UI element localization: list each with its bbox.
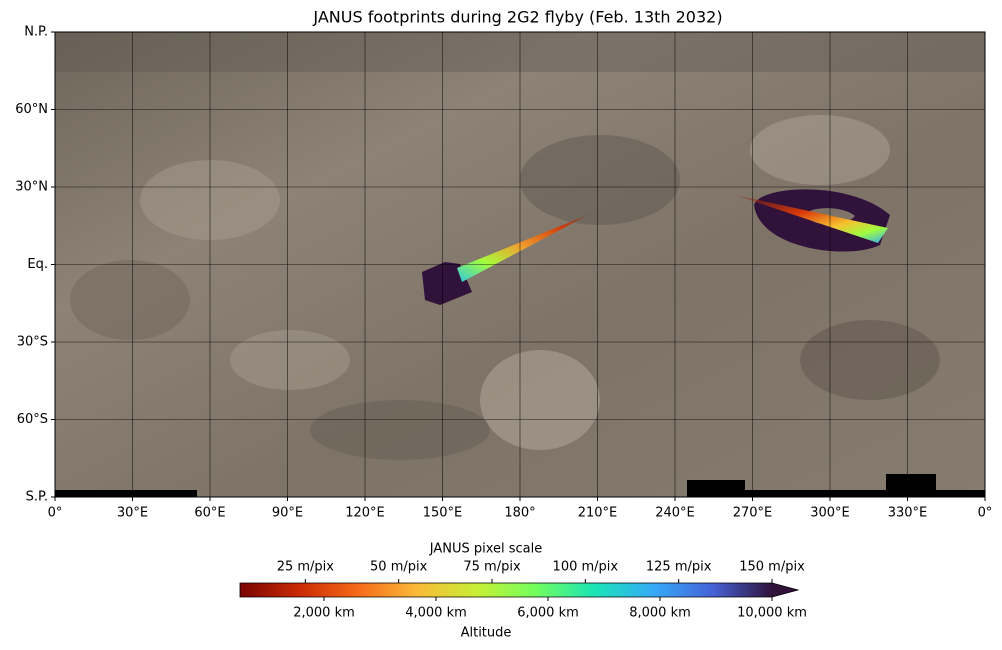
x-tick-label: 120°E (345, 506, 385, 521)
colorbar-extend (772, 583, 798, 597)
x-tick-label: 90°E (272, 506, 303, 521)
x-tick-label: 30°E (117, 506, 148, 521)
x-tick-label: 0° (48, 506, 63, 521)
colorbar-top-tick-label: 150 m/pix (739, 560, 805, 575)
colorbar (240, 583, 772, 597)
colorbar-top-tick-label: 100 m/pix (553, 560, 619, 575)
y-tick-label: N.P. (24, 25, 48, 40)
colorbar-tick-label: 6,000 km (517, 606, 579, 621)
x-tick-label: 0° (978, 506, 993, 521)
x-tick-label: 180° (504, 506, 535, 521)
y-tick-label: Eq. (27, 257, 48, 272)
colorbar-top-tick-label: 125 m/pix (646, 560, 712, 575)
colorbar-top-tick-label: 50 m/pix (370, 560, 428, 575)
x-tick-label: 60°E (194, 506, 225, 521)
y-tick-label: 60°N (15, 102, 48, 117)
colorbar-label: Altitude (461, 626, 512, 641)
y-tick-label: 30°S (17, 335, 48, 350)
colorbar-top-label: JANUS pixel scale (429, 542, 543, 557)
colorbar-top-tick-label: 25 m/pix (277, 560, 335, 575)
x-tick-label: 330°E (888, 506, 928, 521)
x-tick-label: 150°E (423, 506, 463, 521)
x-tick-label: 270°E (733, 506, 773, 521)
plot-frame (54, 31, 986, 498)
colorbar-top-tick-label: 75 m/pix (463, 560, 521, 575)
colorbar-tick-label: 4,000 km (405, 606, 467, 621)
colorbar-tick-label: 8,000 km (629, 606, 691, 621)
x-tick-label: 210°E (578, 506, 618, 521)
y-tick-label: S.P. (26, 490, 48, 505)
y-tick-label: 30°N (15, 180, 48, 195)
colorbar-frame (239, 582, 800, 598)
x-tick-label: 240°E (655, 506, 695, 521)
chart-title: JANUS footprints during 2G2 flyby (Feb. … (312, 8, 722, 27)
colorbar-tick-label: 10,000 km (737, 606, 807, 621)
x-tick-label: 300°E (810, 506, 850, 521)
y-tick-label: 60°S (17, 412, 48, 427)
colorbar-tick-label: 2,000 km (293, 606, 355, 621)
footprints (422, 189, 890, 305)
